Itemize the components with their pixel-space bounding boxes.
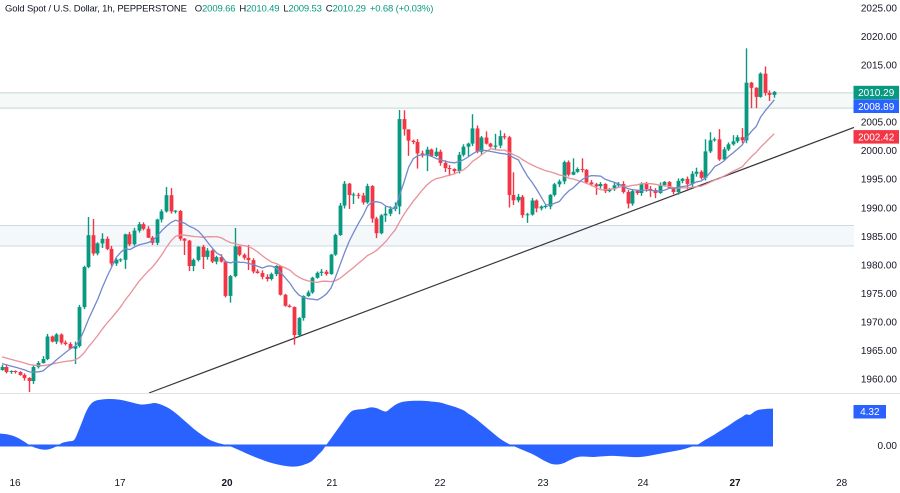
svg-text:1985.00: 1985.00 [861,232,898,243]
svg-text:2025.00: 2025.00 [861,4,898,15]
svg-text:Gold Spot / U.S. Dollar, 1h, P: Gold Spot / U.S. Dollar, 1h, PEPPERSTONE… [5,4,433,15]
svg-text:27: 27 [729,478,741,489]
svg-text:2000.00: 2000.00 [861,146,898,157]
svg-text:2008.89: 2008.89 [858,102,895,113]
svg-text:24: 24 [637,478,649,489]
svg-text:1990.00: 1990.00 [861,203,898,214]
svg-text:2005.00: 2005.00 [861,118,898,129]
svg-text:2015.00: 2015.00 [861,61,898,72]
svg-text:2002.42: 2002.42 [858,132,895,143]
svg-text:1965.00: 1965.00 [861,346,898,357]
svg-text:17: 17 [114,478,126,489]
svg-text:1970.00: 1970.00 [861,317,898,328]
svg-text:1975.00: 1975.00 [861,289,898,300]
svg-text:28: 28 [836,478,848,489]
svg-text:2020.00: 2020.00 [861,32,898,43]
svg-text:1980.00: 1980.00 [861,260,898,271]
svg-text:0.00: 0.00 [878,441,898,452]
svg-text:16: 16 [9,478,21,489]
svg-text:1995.00: 1995.00 [861,175,898,186]
svg-text:1960.00: 1960.00 [861,375,898,386]
svg-text:21: 21 [326,478,338,489]
svg-text:23: 23 [537,478,549,489]
svg-text:20: 20 [221,478,233,489]
svg-text:2010.29: 2010.29 [858,88,895,99]
svg-text:4.32: 4.32 [860,407,880,418]
svg-text:22: 22 [434,478,446,489]
